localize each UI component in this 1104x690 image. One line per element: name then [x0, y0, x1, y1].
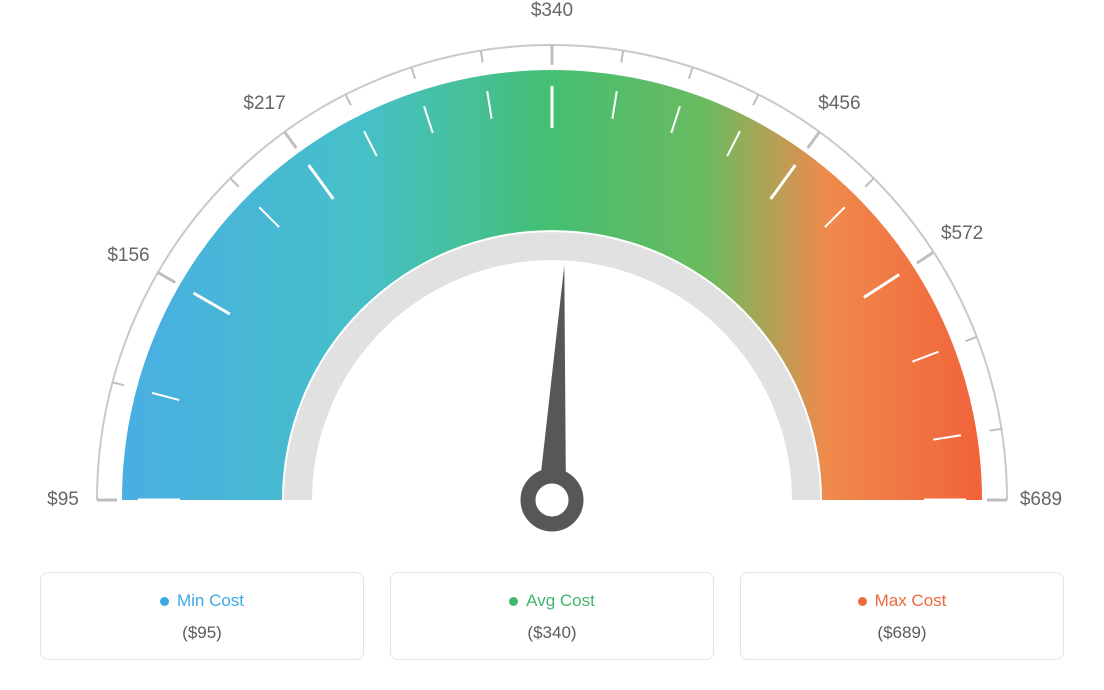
gauge-tick-label: $156: [107, 245, 149, 267]
gauge-tick-label: $95: [47, 489, 79, 511]
gauge-tick-label: $217: [243, 93, 285, 115]
legend-card-avg: Avg Cost ($340): [390, 572, 714, 660]
gauge-svg: [0, 0, 1104, 560]
legend-value: ($689): [751, 623, 1053, 643]
cost-gauge-widget: $95 $156 $217 $340 $456 $572 $689 Min Cost ($9…: [0, 0, 1104, 690]
legend-label: Max Cost: [875, 591, 947, 611]
gauge-tick-label: $689: [1020, 489, 1062, 511]
gauge-area: $95 $156 $217 $340 $456 $572 $689: [0, 0, 1104, 560]
legend-value: ($340): [401, 623, 703, 643]
legend-dot-icon: [509, 597, 518, 606]
legend-title: Min Cost: [160, 591, 244, 611]
legend-card-max: Max Cost ($689): [740, 572, 1064, 660]
legend-dot-icon: [858, 597, 867, 606]
legend-card-min: Min Cost ($95): [40, 572, 364, 660]
legend-value: ($95): [51, 623, 353, 643]
legend-row: Min Cost ($95) Avg Cost ($340) Max Cost …: [40, 572, 1064, 660]
legend-dot-icon: [160, 597, 169, 606]
gauge-tick-label: $456: [818, 93, 860, 115]
legend-label: Avg Cost: [526, 591, 595, 611]
gauge-tick-label: $340: [531, 0, 573, 22]
gauge-tick-label: $572: [941, 223, 983, 245]
legend-title: Max Cost: [858, 591, 947, 611]
legend-title: Avg Cost: [509, 591, 595, 611]
legend-label: Min Cost: [177, 591, 244, 611]
